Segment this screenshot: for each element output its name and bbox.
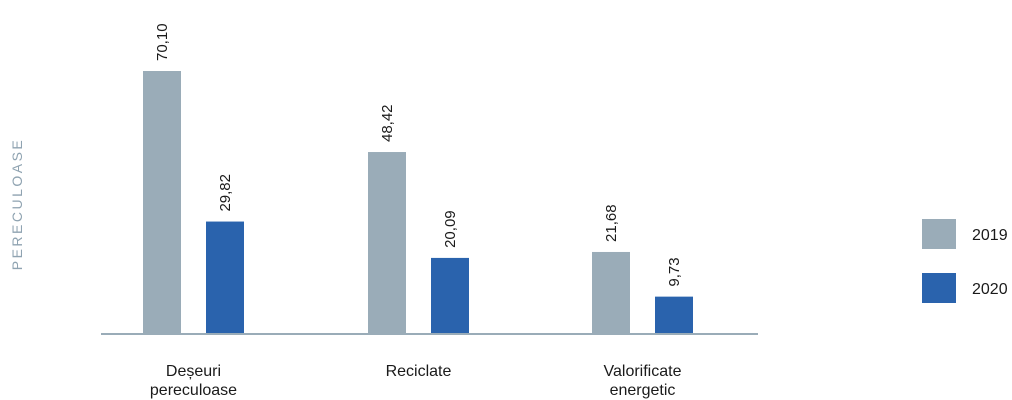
bar-2020-1 <box>206 221 244 333</box>
category-label-3-line-2: energetic <box>610 382 676 399</box>
value-label-2019-3: 21,68 <box>603 204 620 242</box>
legend-swatch-2020 <box>922 273 956 303</box>
category-label-1-line-2: pereculoase <box>150 382 237 399</box>
value-label-2019-2: 48,42 <box>379 104 396 142</box>
value-label-2020-3: 9,73 <box>666 257 683 286</box>
legend-label-2019: 2019 <box>972 227 1008 244</box>
category-label-1-line-1: Deșeuri <box>166 363 221 380</box>
bar-2019-2 <box>368 152 406 333</box>
bar-2019-3 <box>592 251 630 333</box>
bars-group <box>143 71 693 333</box>
value-label-2020-1: 29,82 <box>217 174 234 212</box>
value-label-2020-2: 20,09 <box>442 210 459 248</box>
category-label-3-line-1: Valorificate <box>604 363 682 380</box>
value-labels-group: 70,10 48,42 21,68 29,82 20,09 9,73 <box>154 23 683 286</box>
value-label-2019-1: 70,10 <box>154 23 171 61</box>
legend-label-2020: 2020 <box>972 281 1008 298</box>
y-axis-label: PERECULOASE <box>9 138 25 271</box>
legend-swatch-2019 <box>922 219 956 249</box>
bar-2020-3 <box>655 296 693 333</box>
bar-2019-1 <box>143 71 181 333</box>
legend: 2019 2020 <box>922 219 1008 303</box>
bar-2020-2 <box>431 257 469 333</box>
category-labels-group: Deșeuri pereculoase Reciclate Valorificate e… <box>150 363 682 399</box>
category-label-2-line-1: Reciclate <box>386 363 452 380</box>
